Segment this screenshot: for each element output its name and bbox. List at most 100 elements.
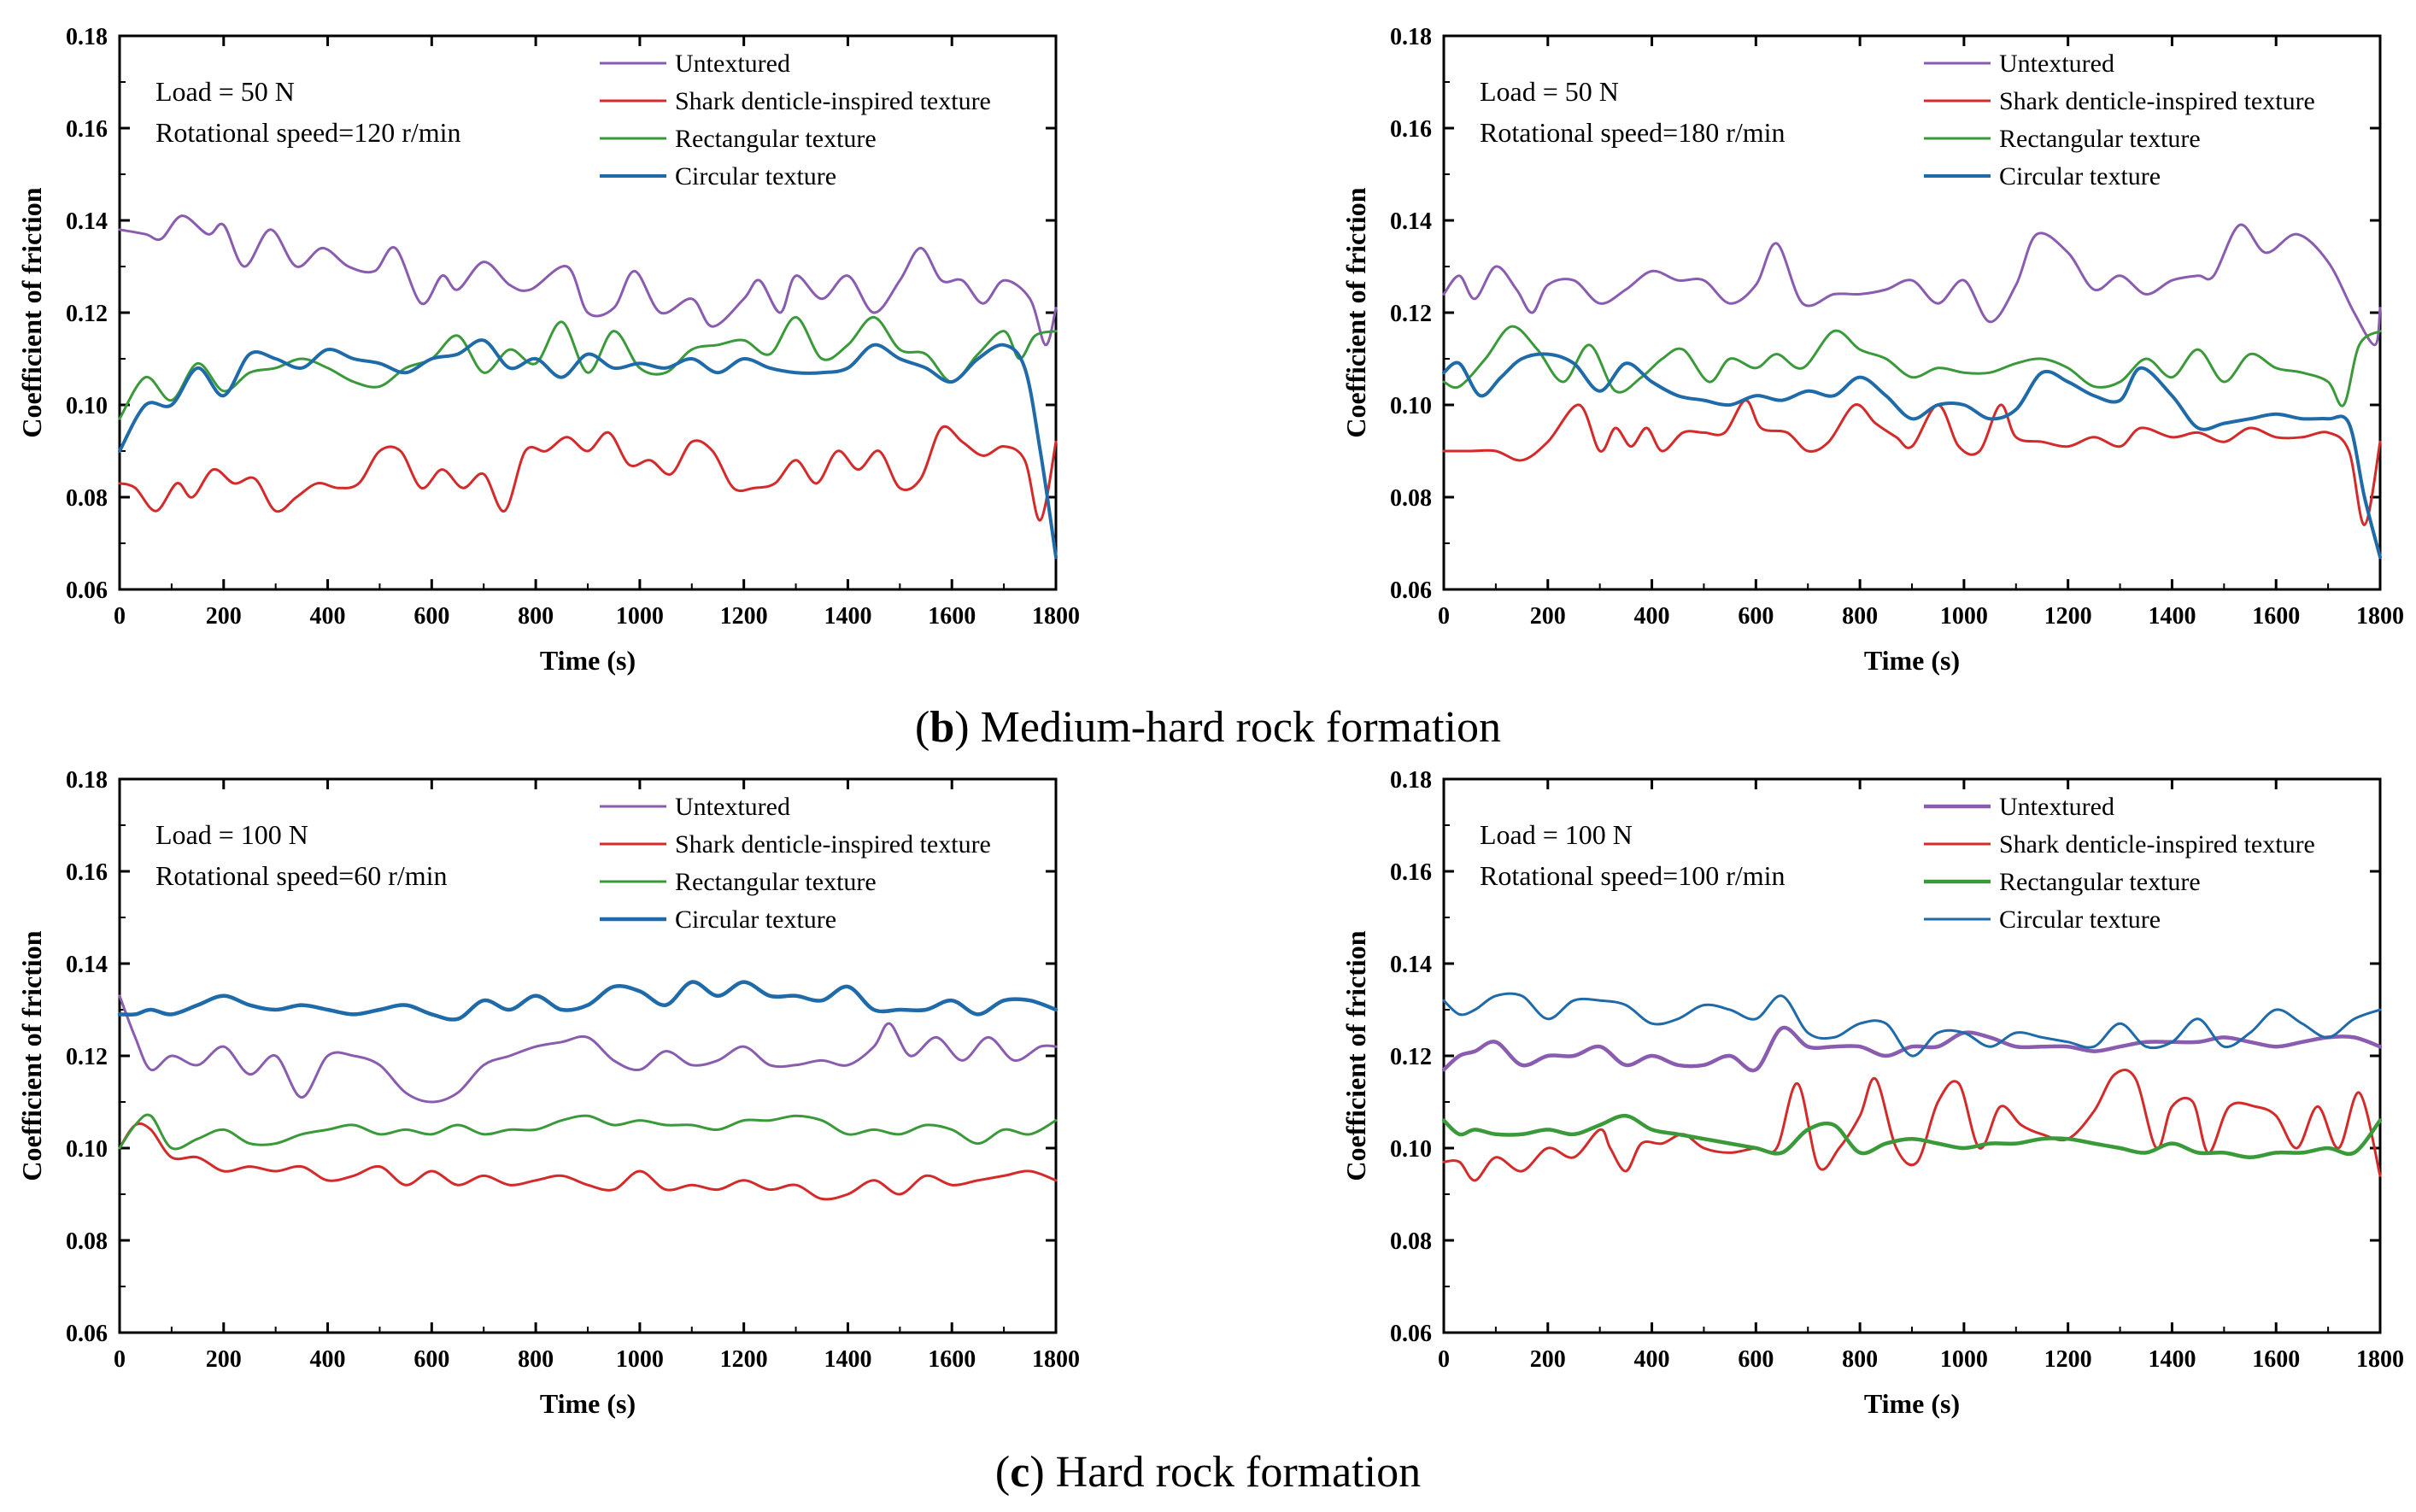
series-line-circular: [1442, 992, 2382, 1058]
y-tick-label: 0.16: [66, 116, 108, 143]
x-tick-label: 600: [413, 603, 449, 630]
y-tick-label: 0.10: [66, 1136, 108, 1163]
legend-label-shark: Shark denticle-inspired texture: [675, 830, 991, 859]
series-line-rectangular: [1441, 1113, 2383, 1160]
x-tick-label: 600: [1738, 1346, 1774, 1373]
caption-c: (c) Hard rock formation: [995, 1448, 1421, 1497]
series-line-shark: [1442, 1069, 2382, 1182]
y-tick-label: 0.12: [66, 1044, 108, 1070]
x-tick-label: 600: [1738, 603, 1774, 630]
series-line-rectangular: [118, 1113, 1058, 1151]
y-tick-label: 0.06: [66, 577, 108, 604]
legend-label-circular: Circular texture: [1999, 905, 2161, 934]
y-tick-label: 0.08: [66, 1228, 108, 1255]
legend-label-circular: Circular texture: [675, 905, 836, 934]
y-tick-label: 0.10: [66, 393, 108, 419]
y-tick-label: 0.16: [1390, 116, 1432, 143]
legend-label-rectangular: Rectangular texture: [675, 868, 877, 896]
x-tick-label: 200: [1530, 1346, 1566, 1373]
x-tick-label: 1800: [1032, 603, 1080, 630]
y-tick-label: 0.06: [1390, 577, 1432, 604]
x-axis-label: Time (s): [1864, 1388, 1960, 1419]
chart-panel-4: 0 200 400 600 800 1000 1200 1400 1600 1800 0.06 0.0…: [1340, 767, 2404, 1419]
y-tick-label: 0.18: [66, 24, 108, 50]
x-tick-label: 1200: [2044, 603, 2092, 630]
legend: Untextured Shark denticle-inspired textur…: [600, 50, 991, 190]
legend-label-circular: Circular texture: [675, 162, 836, 190]
x-tick-label: 800: [518, 1346, 554, 1373]
legend-label-rectangular: Rectangular texture: [1999, 125, 2201, 153]
condition-annotation: Load = 100 N: [1480, 819, 1633, 850]
legend-label-untextured: Untextured: [1999, 50, 2114, 78]
series-line-untextured: [1442, 223, 2382, 347]
legend: Untextured Shark denticle-inspired textur…: [1924, 50, 2315, 190]
chart-panel-3: 0 200 400 600 800 1000 1200 1400 1600 1800 0.06 0.0…: [16, 767, 1080, 1419]
y-tick-label: 0.14: [66, 952, 108, 978]
legend-label-untextured: Untextured: [675, 793, 790, 821]
condition-annotation: Load = 50 N: [1480, 76, 1619, 107]
legend-label-circular: Circular texture: [1999, 162, 2161, 190]
caption-b-letter: b: [929, 703, 954, 752]
chart-panel-2: 0 200 400 600 800 1000 1200 1400 1600 1800 0.06 0.0…: [1340, 24, 2404, 676]
x-tick-label: 600: [413, 1346, 449, 1373]
x-tick-label: 400: [1634, 1346, 1670, 1373]
x-tick-label: 0: [1438, 603, 1450, 630]
x-tick-label: 1400: [824, 603, 871, 630]
y-tick-label: 0.18: [1390, 767, 1432, 794]
x-tick-label: 1600: [928, 1346, 976, 1373]
x-axis-label: Time (s): [540, 645, 636, 676]
legend-label-shark: Shark denticle-inspired texture: [675, 87, 991, 115]
y-axis-label: Coefficient of friction: [16, 930, 47, 1181]
x-tick-label: 1600: [2252, 1346, 2300, 1373]
x-tick-label: 1000: [1940, 1346, 1988, 1373]
x-tick-label: 800: [1842, 1346, 1878, 1373]
y-tick-label: 0.08: [66, 485, 108, 512]
y-axis-label: Coefficient of friction: [1340, 187, 1371, 437]
y-tick-label: 0.14: [66, 208, 108, 235]
y-tick-label: 0.14: [1390, 208, 1432, 235]
condition-annotation: Load = 100 N: [155, 819, 308, 850]
x-tick-label: 400: [310, 1346, 346, 1373]
condition-annotation: Load = 50 N: [155, 76, 295, 107]
series-line-shark: [118, 1122, 1058, 1201]
x-tick-label: 1800: [2356, 603, 2404, 630]
y-tick-label: 0.18: [66, 767, 108, 794]
y-tick-label: 0.12: [66, 301, 108, 327]
x-tick-label: 1600: [2252, 603, 2300, 630]
x-tick-label: 1800: [1032, 1346, 1080, 1373]
y-tick-label: 0.12: [1390, 301, 1432, 327]
condition-annotation: Rotational speed=180 r/min: [1480, 117, 1786, 148]
series-line-shark: [1442, 399, 2382, 526]
caption-b: (b) Medium-hard rock formation: [915, 703, 1501, 752]
series-line-circular: [117, 980, 1058, 1022]
legend-label-rectangular: Rectangular texture: [1999, 868, 2201, 896]
series-line-rectangular: [118, 315, 1058, 420]
x-tick-label: 1200: [2044, 1346, 2092, 1373]
legend-label-shark: Shark denticle-inspired texture: [1999, 87, 2315, 115]
series-line-shark: [118, 425, 1058, 522]
caption-c-text: Hard rock formation: [1045, 1448, 1421, 1497]
x-tick-label: 400: [1634, 603, 1670, 630]
x-tick-label: 0: [1438, 1346, 1450, 1373]
x-tick-label: 400: [310, 603, 346, 630]
x-tick-label: 200: [206, 603, 242, 630]
legend: Untextured Shark denticle-inspired textur…: [1924, 793, 2315, 934]
chart-panel-1: 0 200 400 600 800 1000 1200 1400 1600 1800 0.06 0.0…: [16, 24, 1080, 676]
legend-label-untextured: Untextured: [1999, 793, 2114, 821]
x-tick-label: 1600: [928, 603, 976, 630]
y-axis-label: Coefficient of friction: [16, 187, 47, 437]
series-line-untextured: [118, 994, 1058, 1104]
y-tick-label: 0.16: [66, 859, 108, 886]
x-tick-label: 0: [114, 1346, 126, 1373]
legend: Untextured Shark denticle-inspired textur…: [600, 793, 991, 934]
y-tick-label: 0.10: [1390, 1136, 1432, 1163]
y-tick-label: 0.06: [1390, 1321, 1432, 1347]
x-tick-label: 1200: [720, 1346, 768, 1373]
x-tick-label: 0: [114, 603, 126, 630]
series-line-untextured: [118, 214, 1058, 347]
y-tick-label: 0.10: [1390, 393, 1432, 419]
condition-annotation: Rotational speed=100 r/min: [1480, 860, 1786, 891]
x-tick-label: 200: [206, 1346, 242, 1373]
caption-b-text: Medium-hard rock formation: [970, 703, 1501, 752]
